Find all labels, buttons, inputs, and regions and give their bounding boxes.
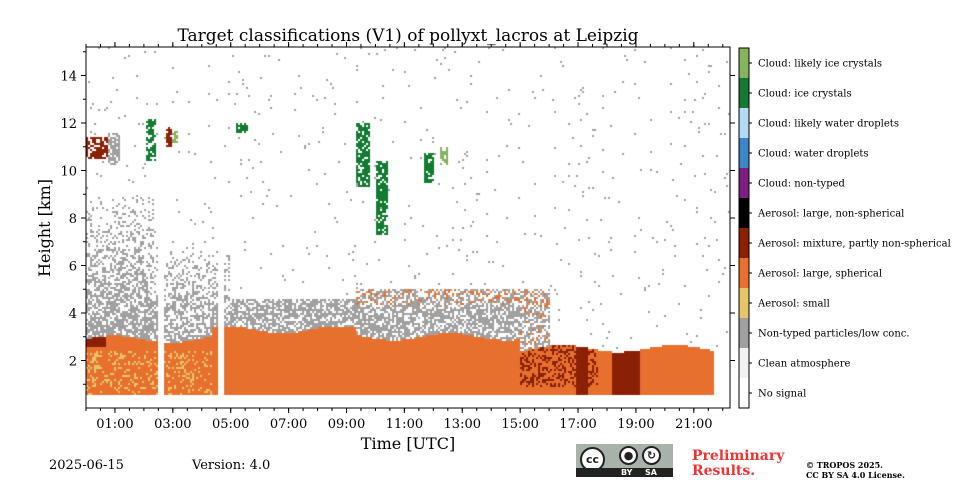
legend-swatch	[739, 318, 749, 348]
x-tick-label: 01:00	[96, 417, 133, 432]
sa-label: SA	[645, 468, 657, 477]
legend-swatch	[739, 348, 749, 378]
legend-swatch	[739, 288, 749, 318]
legend-label: Aerosol: small	[757, 299, 830, 310]
y-tick-label: 10	[60, 165, 77, 180]
copyright-line-1: © TROPOS 2025.	[806, 460, 883, 470]
by-person-icon: ●	[619, 446, 638, 465]
legend-swatch	[739, 108, 749, 138]
x-axis-label: Time [UTC]	[361, 434, 455, 453]
plot-frame	[85, 46, 731, 409]
legend-label: Clean atmosphere	[758, 359, 851, 370]
x-tick-label: 05:00	[212, 417, 249, 432]
x-tick-label: 13:00	[444, 417, 481, 432]
x-tick-label: 09:00	[328, 417, 365, 432]
y-tick-label: 2	[69, 355, 77, 370]
legend-label: Cloud: water droplets	[758, 149, 869, 160]
legend-label: Aerosol: large, spherical	[757, 269, 882, 280]
classification-image	[86, 47, 730, 408]
legend-label: Cloud: likely water droplets	[758, 119, 899, 130]
sa-share-icon: ↻	[642, 446, 661, 465]
y-axis-label: Height [km]	[35, 179, 54, 277]
legend-swatch	[739, 78, 749, 108]
legend-swatch	[739, 198, 749, 228]
legend-swatch	[739, 258, 749, 288]
x-tick-label: 07:00	[270, 417, 307, 432]
preliminary-line-1: Preliminary	[692, 448, 785, 464]
legend-label: Cloud: ice crystals	[758, 89, 852, 100]
x-tick-label: 03:00	[154, 417, 191, 432]
x-tick-label: 11:00	[386, 417, 423, 432]
legend-swatch	[739, 48, 749, 78]
x-tick-label: 17:00	[559, 417, 596, 432]
license-badge: cc ● ↻ BY SA	[576, 444, 673, 477]
legend-label: Aerosol: mixture, partly non-spherical	[757, 239, 951, 250]
plot-area	[86, 47, 730, 408]
legend-swatch	[739, 138, 749, 168]
legend-swatch	[739, 168, 749, 198]
y-tick-label: 14	[60, 70, 77, 85]
copyright-line-2: CC BY SA 4.0 License.	[806, 470, 905, 480]
legend-swatch	[739, 378, 749, 408]
axes: 01:00 03:00 05:00 07:00 09:00 11:00 13:00 15:00…	[60, 42, 735, 432]
colorbar-frame	[738, 47, 750, 409]
chart-title: Target classifications (V1) of pollyxt_l…	[177, 26, 638, 46]
y-tick-label: 12	[60, 117, 77, 132]
by-label: BY	[621, 468, 633, 477]
colorbar-legend: No signal Clean atmosphere Non-typed parti…	[738, 47, 951, 409]
legend-label: Non-typed particles/low conc.	[758, 329, 910, 340]
copyright-notice: © TROPOS 2025. CC BY SA 4.0 License.	[806, 460, 905, 480]
legend-label: Cloud: non-typed	[758, 179, 846, 190]
x-tick-label: 15:00	[501, 417, 538, 432]
x-tick-label: 19:00	[617, 417, 654, 432]
y-tick-label: 8	[69, 212, 77, 227]
y-tick-label: 6	[69, 260, 77, 275]
license-strip: BY SA	[576, 468, 673, 477]
legend-label: Cloud: likely ice crystals	[758, 59, 882, 70]
date-label: 2025-06-15	[49, 458, 124, 473]
legend-label: No signal	[758, 389, 806, 400]
version-label: Version: 4.0	[192, 458, 271, 473]
legend-label: Aerosol: large, non-spherical	[757, 209, 904, 220]
legend-swatch	[739, 228, 749, 258]
y-tick-label: 4	[69, 307, 77, 322]
x-tick-label: 21:00	[675, 417, 712, 432]
preliminary-line-2: Results.	[692, 463, 756, 479]
preliminary-notice: Preliminary Results.	[692, 449, 784, 479]
